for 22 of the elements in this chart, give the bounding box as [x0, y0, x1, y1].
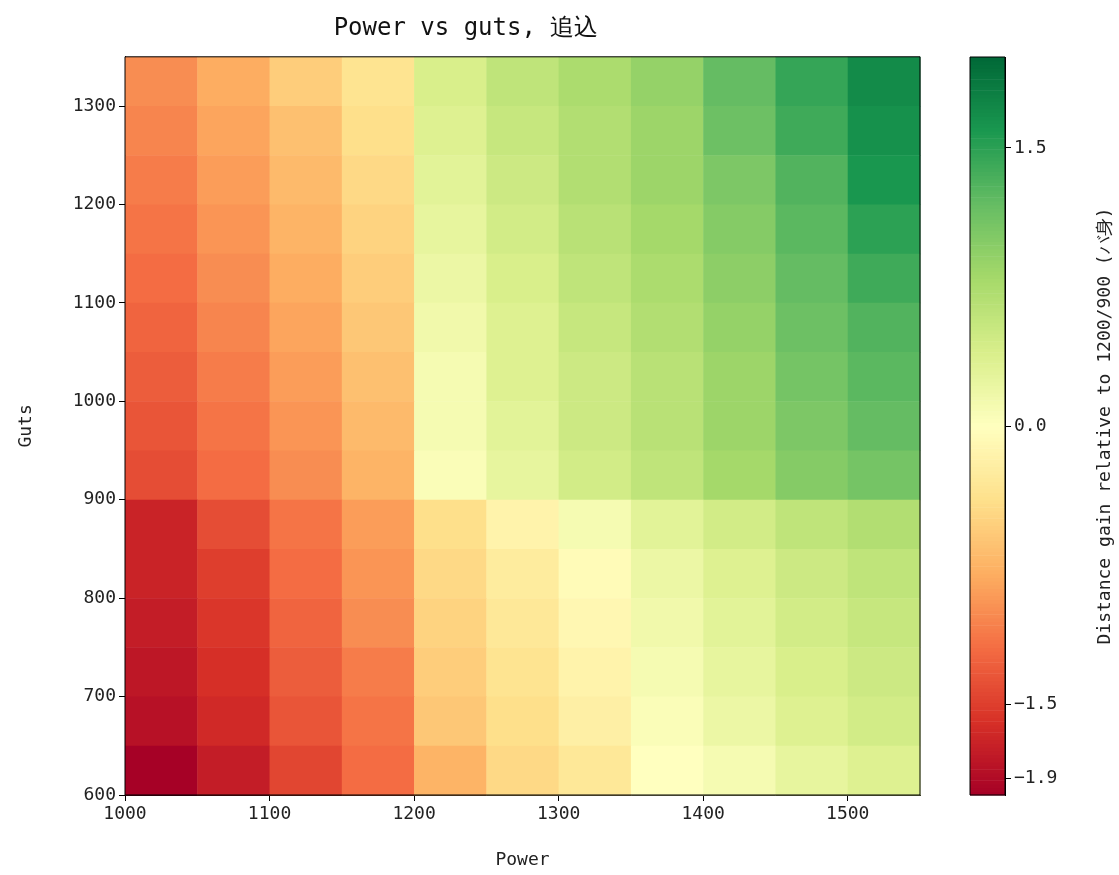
y-tick-label: 800: [83, 585, 116, 607]
chart-title: Power vs guts, 追込: [333, 12, 599, 41]
color-bar-label: 0.0: [1014, 413, 1047, 435]
color-bar-label: −1.9: [1014, 765, 1058, 787]
color-bar-title: Distance gain relative to 1200/900 (バ身): [1092, 207, 1115, 645]
y-tick-label: 700: [83, 684, 116, 706]
y-tick-label: 1100: [72, 290, 116, 312]
color-bar-label: −1.5: [1014, 691, 1058, 713]
x-tick-label: 1200: [392, 802, 436, 824]
x-tick-label: 1100: [247, 802, 292, 824]
y-tick-label: 600: [83, 782, 116, 804]
x-tick-label: 1500: [826, 802, 870, 824]
x-tick-label: 1300: [536, 802, 581, 824]
color-bar-label: 1.5: [1014, 135, 1047, 157]
y-tick-label: 900: [83, 487, 116, 509]
y-tick-label: 1000: [72, 388, 116, 410]
x-axis-title: Power: [495, 847, 550, 869]
x-tick-label: 1000: [103, 802, 147, 824]
y-axis-title: Guts: [14, 404, 36, 448]
x-tick-label: 1400: [681, 802, 725, 824]
y-tick-label: 1200: [72, 192, 116, 214]
y-tick-label: 1300: [72, 93, 116, 115]
